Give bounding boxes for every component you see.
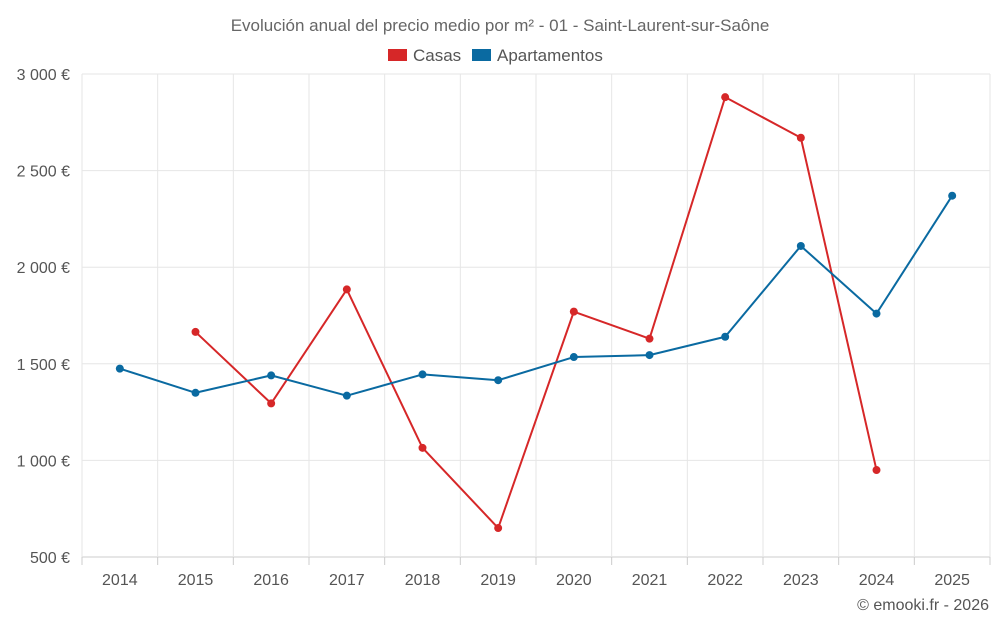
- x-tick-label: 2018: [405, 572, 441, 589]
- data-point-apartamentos[interactable]: [796, 241, 805, 250]
- data-point-casas[interactable]: [191, 327, 200, 336]
- data-point-casas[interactable]: [796, 133, 805, 142]
- legend-item-casas[interactable]: Casas: [388, 46, 461, 65]
- data-point-casas[interactable]: [342, 285, 351, 294]
- grid: [81, 73, 991, 565]
- legend-item-apartamentos[interactable]: Apartamentos: [472, 46, 603, 65]
- data-point-apartamentos[interactable]: [418, 370, 427, 379]
- y-tick-label: 1 000 €: [17, 453, 70, 470]
- series-apartamentos: [115, 191, 957, 400]
- data-point-apartamentos[interactable]: [645, 351, 654, 360]
- data-point-apartamentos[interactable]: [721, 332, 730, 341]
- y-tick-label: 1 500 €: [17, 357, 70, 374]
- data-point-casas[interactable]: [494, 524, 503, 533]
- x-tick-label: 2023: [783, 572, 819, 589]
- y-tick-label: 2 500 €: [17, 164, 70, 181]
- series-line-casas: [194, 96, 878, 530]
- chart-title: Evolución anual del precio medio por m² …: [231, 16, 770, 35]
- data-point-apartamentos[interactable]: [267, 371, 276, 380]
- legend: Casas Apartamentos: [388, 46, 603, 65]
- x-tick-label: 2016: [253, 572, 289, 589]
- x-tick-label: 2015: [178, 572, 214, 589]
- data-point-apartamentos[interactable]: [191, 388, 200, 397]
- data-point-apartamentos[interactable]: [494, 376, 503, 385]
- y-tick-label: 2 000 €: [17, 260, 70, 277]
- data-point-casas[interactable]: [721, 93, 730, 102]
- x-tick-label: 2017: [329, 572, 365, 589]
- series: [115, 93, 957, 533]
- x-tick-label: 2024: [859, 572, 895, 589]
- data-point-casas[interactable]: [418, 443, 427, 452]
- data-point-apartamentos[interactable]: [872, 309, 881, 318]
- data-point-casas[interactable]: [267, 399, 276, 408]
- legend-swatch-casas: [388, 49, 407, 61]
- y-axis: 500 € 1 000 € 1 500 € 2 000 € 2 500 € 3 000 €: [17, 67, 70, 567]
- credit-text: © emooki.fr - 2026: [857, 597, 989, 614]
- x-axis: 2014 2015 2016 2017 2018 2019 2020 2021 2022 2023…: [102, 572, 970, 589]
- data-point-apartamentos[interactable]: [342, 391, 351, 400]
- legend-swatch-apartamentos: [472, 49, 491, 61]
- x-tick-label: 2020: [556, 572, 592, 589]
- data-point-casas[interactable]: [645, 334, 654, 343]
- legend-label-casas: Casas: [413, 46, 461, 65]
- y-tick-label: 500 €: [30, 550, 70, 567]
- data-point-casas[interactable]: [569, 307, 578, 316]
- y-tick-label: 3 000 €: [17, 67, 70, 84]
- x-tick-label: 2022: [707, 572, 743, 589]
- x-tick-label: 2021: [632, 572, 668, 589]
- data-point-apartamentos[interactable]: [948, 191, 957, 200]
- x-tick-label: 2014: [102, 572, 138, 589]
- data-point-casas[interactable]: [872, 466, 881, 475]
- series-line-apartamentos: [119, 195, 954, 397]
- x-tick-label: 2019: [480, 572, 516, 589]
- legend-label-apartamentos: Apartamentos: [497, 46, 603, 65]
- data-point-apartamentos[interactable]: [569, 353, 578, 362]
- series-casas: [191, 93, 881, 533]
- data-point-apartamentos[interactable]: [115, 364, 124, 373]
- x-tick-label: 2025: [934, 572, 970, 589]
